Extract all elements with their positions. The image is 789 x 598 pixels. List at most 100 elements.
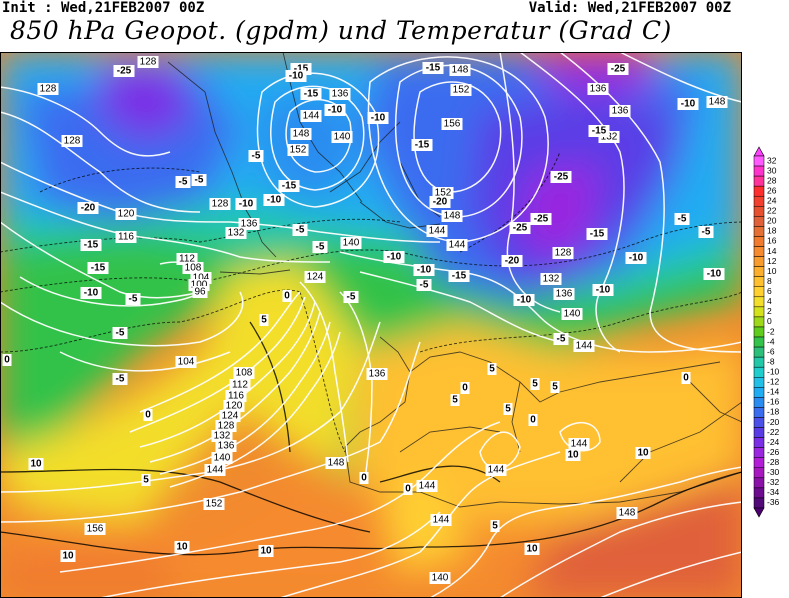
temperature-label-bg	[143, 409, 153, 421]
geopotential-label-bg	[233, 367, 255, 379]
geopotential-label: 132	[540, 273, 562, 285]
temperature-label: -15	[87, 262, 109, 274]
geopotential-label-text: 128	[140, 57, 157, 68]
geopotential-label-bg	[225, 390, 247, 402]
temperature-label-text: 5	[489, 364, 495, 375]
legend-swatch	[753, 346, 765, 358]
geopotential-label-text: 144	[419, 481, 436, 492]
temperature-label-bg	[528, 414, 538, 426]
temperature-label: -25	[607, 63, 629, 75]
geopotential-label: 144	[568, 438, 590, 450]
temperature-label-bg	[235, 198, 257, 210]
geopotential-label: 140	[561, 308, 583, 320]
temperature-label: -20	[429, 196, 451, 208]
geopotential-label-text: 136	[556, 289, 573, 300]
temperature-label-bg	[80, 287, 102, 299]
legend-label: 24	[767, 196, 777, 206]
legend-label: -30	[767, 467, 780, 477]
geopotential-label-bg	[300, 110, 322, 122]
geopotential-label: 144	[416, 480, 438, 492]
temperature-label-bg	[285, 70, 307, 82]
temperature-label-text: 10	[637, 448, 649, 459]
legend-label: 32	[767, 155, 777, 165]
temperature-label-bg	[2, 354, 12, 366]
geopotential-label-bg	[203, 498, 225, 510]
temperature-label-text: -10	[417, 265, 432, 276]
geopotential-label: 144	[446, 239, 468, 251]
legend-swatch	[753, 155, 765, 167]
geopotential-label-text: 148	[452, 65, 469, 76]
temperature-label: -15	[278, 180, 300, 192]
geopotential-label-text: 112	[179, 254, 195, 265]
geopotential-label-text: 140	[334, 132, 351, 143]
temperature-label-text: -10	[267, 195, 282, 206]
geopotential-labels: 128 128 128 128 148 152 136 144 148 140 152 156 152 1…	[37, 56, 728, 584]
temperature-label-bg	[698, 226, 714, 238]
temperature-label-text: -10	[681, 99, 696, 110]
geopotential-label-text: 108	[185, 263, 202, 274]
geopotential-label-bg	[441, 118, 463, 130]
legend-swatch	[753, 185, 765, 197]
legend-swatch	[753, 165, 765, 177]
legend-swatch	[753, 447, 765, 458]
geopotential-label-bg	[446, 239, 468, 251]
geopotential-label: 128	[209, 198, 231, 210]
temperature-label: 5	[530, 378, 540, 390]
geopotential-label-bg	[219, 410, 241, 422]
legend-label: -16	[767, 397, 780, 407]
temperature-label: -5	[248, 150, 264, 162]
geopotential-label-text: 148	[328, 458, 345, 469]
legend-label: 28	[767, 175, 777, 185]
legend-label: 0	[767, 316, 772, 326]
temperature-label-bg	[80, 239, 102, 251]
temperature-label-bg	[674, 213, 690, 225]
geopotential-label-text: 124	[307, 272, 324, 283]
temperature-label-text: 10	[567, 450, 579, 461]
geopotential-label-text: 140	[564, 309, 581, 320]
geopotential-label-text: 152	[206, 499, 223, 510]
legend-label: -4	[767, 336, 775, 346]
temperature-label-bg	[553, 333, 569, 345]
temperature-label-text: -5	[316, 242, 325, 253]
temperature-label-text: -15	[294, 64, 309, 75]
temperature-label-text: -15	[84, 240, 99, 251]
legend-swatch	[753, 457, 765, 469]
geopotential-label-text: 120	[226, 401, 243, 412]
geopotential-label-bg	[485, 464, 507, 476]
temperature-label-text: -15	[426, 63, 441, 74]
temperature-label-text: -25	[513, 223, 528, 234]
temperature-label: -25	[113, 65, 135, 77]
geopotential-label-bg	[204, 464, 226, 476]
temperature-label: -5	[416, 279, 432, 291]
temperature-label: -15	[411, 139, 433, 151]
geopotential-label: 136	[215, 440, 237, 452]
geopotential-label-text: 136	[218, 441, 235, 452]
geopotential-label-text: 136	[590, 84, 607, 95]
legend-swatch	[753, 437, 765, 448]
geopotential-label-text: 124	[222, 411, 239, 422]
temperature-label-text: -5	[116, 374, 125, 385]
geopotential-label-text: 104	[178, 357, 195, 368]
geopotential-label: 128	[137, 56, 159, 68]
temperature-label: 10	[28, 458, 44, 470]
legend-label: -24	[767, 437, 780, 447]
temperature-label-text: -15	[590, 229, 605, 240]
temperature-label: -20	[501, 255, 523, 267]
geopotential-label-text: 148	[709, 97, 726, 108]
legend-label: -18	[767, 407, 780, 417]
temperature-label-bg	[112, 373, 128, 385]
geopotential-label: 136	[366, 368, 388, 380]
temperature-label-text: -15	[592, 126, 607, 137]
temperature-label-text: 0	[683, 373, 689, 384]
geopotential-label: 140	[211, 452, 233, 464]
temperature-label-bg	[530, 213, 552, 225]
geopotential-label-text: 116	[118, 232, 134, 243]
geopotential-label-bg	[325, 457, 347, 469]
geopotential-label-text: 144	[207, 465, 224, 476]
geopotential-label: 112	[229, 379, 251, 391]
geopotential-label-text: 132	[214, 431, 231, 442]
temperature-label: -10	[513, 294, 535, 306]
geopotential-label: 120	[223, 400, 245, 412]
temperature-label: -10	[263, 194, 285, 206]
temperature-label: 0	[2, 354, 12, 366]
